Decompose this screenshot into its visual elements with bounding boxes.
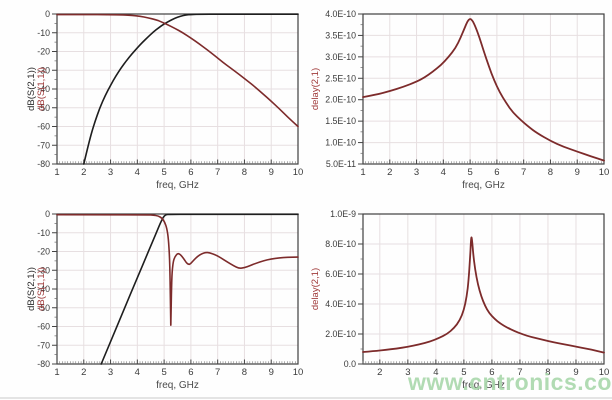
svg-text:7: 7 — [215, 167, 220, 178]
svg-text:4.0E-10: 4.0E-10 — [325, 9, 356, 19]
svg-text:1: 1 — [360, 167, 365, 178]
svg-text:3.5E-10: 3.5E-10 — [325, 30, 356, 40]
svg-text:3: 3 — [108, 367, 113, 378]
svg-text:1.0E-10: 1.0E-10 — [325, 138, 356, 148]
svg-text:0: 0 — [45, 209, 50, 219]
watermark-text: www.cntronics.com — [408, 369, 612, 395]
chart-cell-top-right: 1 2 3 4 5 6 7 8 9 10 4.0E-10 3.5E-10 3.0E-10 2.5E-10 2… — [306, 0, 612, 200]
svg-text:5: 5 — [161, 367, 166, 378]
svg-text:1.0E-9: 1.0E-9 — [330, 209, 356, 219]
group-delay-sharp-chart: 2 3 4 5 6 7 8 9 10 1.0E-9 8.0E-10 6.0E-10 4.0E-10 2.0… — [310, 209, 610, 391]
svg-text:3: 3 — [108, 167, 113, 178]
svg-text:2.5E-10: 2.5E-10 — [325, 73, 356, 83]
svg-text:dB(S(1,1)): dB(S(1,1)) — [36, 267, 47, 311]
svg-text:2: 2 — [387, 167, 392, 178]
group-delay-wideband-chart: 1 2 3 4 5 6 7 8 9 10 4.0E-10 3.5E-10 3.0E-10 2.5E-10 2… — [310, 9, 610, 191]
svg-text:-40: -40 — [37, 284, 50, 294]
svg-text:-60: -60 — [37, 122, 50, 132]
svg-text:-70: -70 — [37, 140, 50, 150]
svg-text:-80: -80 — [37, 359, 50, 369]
svg-text:1: 1 — [54, 167, 59, 178]
svg-text:-80: -80 — [37, 159, 50, 169]
svg-text:9: 9 — [575, 167, 580, 178]
svg-text:4: 4 — [135, 167, 140, 178]
svg-text:2.0E-10: 2.0E-10 — [325, 95, 356, 105]
svg-text:10: 10 — [599, 167, 610, 178]
svg-text:1.5E-10: 1.5E-10 — [325, 116, 356, 126]
svg-text:-50: -50 — [37, 103, 50, 113]
svg-text:8: 8 — [242, 367, 247, 378]
svg-text:2: 2 — [81, 167, 86, 178]
svg-text:-20: -20 — [37, 247, 50, 257]
svg-text:6: 6 — [188, 167, 193, 178]
svg-text:3: 3 — [405, 367, 410, 378]
svg-text:freq, GHz: freq, GHz — [156, 180, 199, 191]
svg-text:delay(2,1): delay(2,1) — [310, 268, 321, 310]
svg-text:-30: -30 — [37, 265, 50, 275]
svg-text:4.0E-10: 4.0E-10 — [325, 299, 356, 309]
svg-text:10: 10 — [599, 367, 610, 378]
svg-text:9: 9 — [269, 367, 274, 378]
svg-text:dB(S(2,1)): dB(S(2,1)) — [26, 267, 37, 311]
svg-text:7: 7 — [215, 367, 220, 378]
svg-text:freq, GHz: freq, GHz — [156, 380, 199, 391]
svg-text:2.0E-10: 2.0E-10 — [325, 329, 356, 339]
svg-text:5: 5 — [461, 367, 466, 378]
chart-cell-top-left: 1 2 3 4 5 6 7 8 9 10 0 -10 -20 -30 -40 -50 -60 -70 -80 freq… — [0, 0, 306, 200]
svg-text:freq, GHz: freq, GHz — [462, 380, 505, 391]
svg-text:-10: -10 — [37, 28, 50, 38]
svg-text:6: 6 — [188, 367, 193, 378]
svg-text:1: 1 — [54, 367, 59, 378]
svg-text:3: 3 — [414, 167, 419, 178]
s-parameters-notch-chart: 1 2 3 4 5 6 7 8 9 10 0 -10 -20 -30 -40 -50 -60 -70 -80 freq… — [26, 209, 304, 391]
svg-text:-60: -60 — [37, 322, 50, 332]
svg-text:8: 8 — [242, 167, 247, 178]
svg-text:5.0E-11: 5.0E-11 — [326, 159, 356, 169]
svg-text:5: 5 — [467, 167, 472, 178]
svg-text:-70: -70 — [37, 340, 50, 350]
svg-text:dB(S(1,1)): dB(S(1,1)) — [36, 67, 47, 111]
svg-text:9: 9 — [269, 167, 274, 178]
chart-cell-bottom-left: 1 2 3 4 5 6 7 8 9 10 0 -10 -20 -30 -40 -50 -60 -70 -80 freq… — [0, 200, 306, 400]
svg-text:0.0: 0.0 — [344, 359, 356, 369]
svg-text:4: 4 — [433, 367, 438, 378]
svg-text:4: 4 — [441, 167, 446, 178]
svg-text:4: 4 — [135, 367, 140, 378]
svg-text:freq, GHz: freq, GHz — [462, 180, 505, 191]
svg-text:2: 2 — [81, 367, 86, 378]
svg-text:10: 10 — [293, 367, 304, 378]
svg-text:-40: -40 — [37, 84, 50, 94]
svg-text:6.0E-10: 6.0E-10 — [325, 269, 356, 279]
chart-cell-bottom-right: 2 3 4 5 6 7 8 9 10 1.0E-9 8.0E-10 6.0E-10 4.0E-10 2.0… — [306, 200, 612, 400]
svg-text:8: 8 — [548, 167, 553, 178]
page-bottom-divider — [0, 397, 612, 399]
svg-text:-50: -50 — [37, 303, 50, 313]
svg-text:10: 10 — [293, 167, 304, 178]
svg-text:6: 6 — [494, 167, 499, 178]
svg-text:5: 5 — [161, 167, 166, 178]
svg-text:9: 9 — [573, 367, 578, 378]
svg-text:-10: -10 — [37, 228, 50, 238]
svg-text:7: 7 — [517, 367, 522, 378]
svg-text:3.0E-10: 3.0E-10 — [325, 52, 356, 62]
svg-text:0: 0 — [45, 9, 50, 19]
svg-text:-30: -30 — [37, 65, 50, 75]
svg-text:2: 2 — [377, 367, 382, 378]
svg-text:8: 8 — [545, 367, 550, 378]
svg-text:7: 7 — [521, 167, 526, 178]
svg-text:dB(S(2,1)): dB(S(2,1)) — [26, 67, 37, 111]
svg-text:delay(2,1): delay(2,1) — [310, 68, 321, 110]
svg-text:6: 6 — [489, 367, 494, 378]
svg-text:8.0E-10: 8.0E-10 — [325, 239, 356, 249]
svg-text:-20: -20 — [37, 47, 50, 57]
s-parameters-wideband-chart: 1 2 3 4 5 6 7 8 9 10 0 -10 -20 -30 -40 -50 -60 -70 -80 freq… — [26, 9, 304, 191]
